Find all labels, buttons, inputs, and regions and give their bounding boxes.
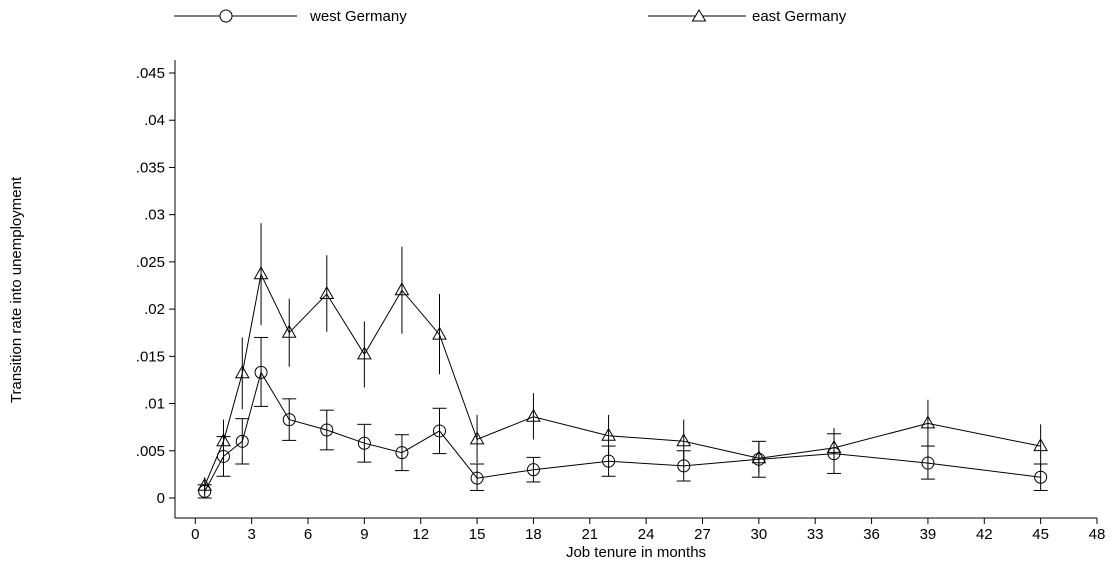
- data-point-west: [254, 365, 268, 379]
- legend-label-west: west Germany: [309, 8, 407, 25]
- data-point-east: [751, 450, 767, 464]
- y-tick-label: .025: [136, 254, 165, 271]
- x-tick-label: 21: [581, 526, 598, 543]
- data-point-west: [282, 413, 296, 427]
- y-tick-label: .01: [144, 396, 165, 413]
- data-point-east: [253, 266, 269, 280]
- legend-label-east: east Germany: [752, 8, 847, 25]
- x-tick-label: 15: [469, 526, 486, 543]
- data-point-west: [433, 424, 447, 438]
- x-tick-label: 33: [807, 526, 824, 543]
- y-tick-label: .04: [144, 112, 165, 129]
- data-point-east: [920, 415, 936, 429]
- x-axis-title: Job tenure in months: [566, 544, 706, 561]
- data-point-east: [1033, 438, 1048, 452]
- legend-entry-west: west Germany: [174, 8, 407, 25]
- x-tick-label: 36: [863, 526, 880, 543]
- y-tick-label: .035: [136, 159, 165, 176]
- series-west: [197, 336, 1048, 499]
- data-point-east: [281, 324, 297, 338]
- series-line-west: [204, 371, 1041, 492]
- data-point-west: [1034, 470, 1048, 484]
- x-tick-label: 3: [247, 526, 255, 543]
- y-tick-label: .015: [136, 348, 165, 365]
- x-tick-label: 30: [751, 526, 768, 543]
- data-point-west: [395, 446, 409, 460]
- x-tick-label: 12: [412, 526, 429, 543]
- series-east: [197, 223, 1048, 495]
- y-tick-label: .02: [144, 301, 165, 318]
- series-line-east: [204, 272, 1041, 486]
- data-point-east: [197, 477, 213, 491]
- y-tick-label: .03: [144, 207, 165, 224]
- data-point-east: [394, 282, 410, 296]
- x-tick-label: 27: [694, 526, 711, 543]
- data-point-east: [216, 433, 231, 447]
- y-ticks: 0 .005 .01 .015 .02 .025 .03 .035 .04 .045: [136, 65, 175, 507]
- y-tick-label: .005: [136, 443, 165, 460]
- series-layer: [197, 223, 1048, 499]
- x-tick-label: 0: [191, 526, 199, 543]
- data-point-east: [469, 431, 485, 445]
- data-point-east: [826, 439, 842, 453]
- x-tick-label: 45: [1032, 526, 1049, 543]
- x-ticks: 0 3 6 9 12 15 18 21 24 27 30 33 36 39 42 45 48: [191, 518, 1105, 543]
- y-tick-label: 0: [157, 490, 165, 507]
- x-tick-label: 48: [1089, 526, 1106, 543]
- y-tick-label: .045: [136, 65, 165, 82]
- data-point-east: [432, 326, 447, 340]
- y-axis-title: Transition rate into unemployment: [8, 176, 25, 403]
- x-tick-label: 9: [360, 526, 368, 543]
- x-tick-label: 39: [920, 526, 937, 543]
- x-tick-label: 42: [976, 526, 993, 543]
- data-point-east: [601, 427, 616, 441]
- data-point-west: [470, 471, 484, 485]
- data-point-east: [357, 346, 372, 360]
- x-tick-label: 24: [638, 526, 655, 543]
- x-tick-label: 6: [304, 526, 312, 543]
- x-tick-label: 18: [525, 526, 542, 543]
- legend: west Germany east Germany: [174, 8, 847, 25]
- legend-entry-east: east Germany: [648, 8, 847, 25]
- data-point-east: [676, 433, 692, 447]
- legend-marker-east: [691, 9, 707, 22]
- data-point-west: [921, 456, 935, 470]
- data-point-west: [526, 463, 540, 477]
- data-point-west: [320, 423, 334, 437]
- legend-marker-west: [219, 9, 233, 23]
- data-point-west: [357, 436, 371, 450]
- data-point-west: [235, 434, 249, 448]
- data-point-east: [319, 285, 335, 299]
- data-point-east: [526, 408, 541, 422]
- data-point-east: [234, 365, 250, 379]
